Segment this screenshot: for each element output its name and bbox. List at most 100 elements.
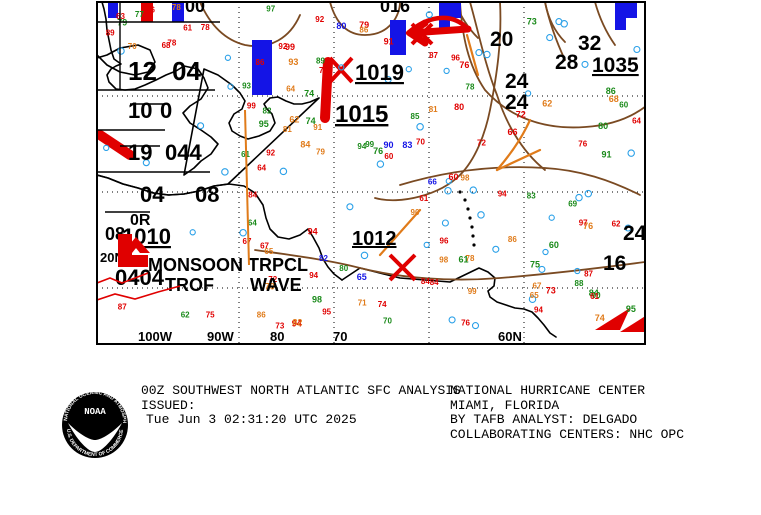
svg-text:62: 62	[612, 220, 621, 229]
svg-text:92: 92	[266, 149, 275, 158]
svg-text:84: 84	[300, 140, 310, 150]
svg-text:74: 74	[304, 88, 314, 98]
svg-text:76: 76	[461, 318, 470, 327]
svg-text:85: 85	[411, 112, 420, 121]
svg-text:95: 95	[626, 304, 636, 314]
svg-text:64: 64	[257, 164, 266, 173]
svg-text:69: 69	[568, 199, 577, 208]
svg-text:62: 62	[181, 311, 190, 320]
svg-text:WAVE: WAVE	[250, 275, 302, 295]
svg-text:61: 61	[590, 292, 599, 301]
svg-text:88: 88	[575, 279, 584, 288]
svg-text:64: 64	[632, 117, 641, 126]
svg-text:77: 77	[135, 10, 144, 19]
svg-text:91: 91	[602, 150, 612, 160]
svg-text:68: 68	[162, 41, 171, 50]
svg-text:62: 62	[289, 114, 299, 124]
svg-text:71: 71	[358, 299, 367, 308]
svg-text:82: 82	[319, 254, 328, 263]
svg-text:84: 84	[248, 190, 257, 199]
svg-text:76: 76	[578, 140, 587, 149]
svg-text:84: 84	[430, 278, 439, 287]
svg-text:70: 70	[383, 316, 392, 325]
svg-text:73: 73	[275, 322, 284, 331]
svg-text:32: 32	[578, 32, 601, 55]
svg-text:81: 81	[429, 105, 438, 114]
svg-text:24: 24	[623, 222, 647, 245]
svg-text:76: 76	[459, 60, 469, 70]
svg-text:100W: 100W	[138, 329, 173, 344]
svg-text:97: 97	[579, 219, 588, 228]
svg-text:76: 76	[373, 146, 383, 156]
svg-text:0: 0	[160, 98, 172, 123]
svg-text:28: 28	[555, 51, 579, 74]
svg-text:89: 89	[316, 57, 325, 66]
svg-text:60: 60	[549, 240, 559, 250]
svg-text:61: 61	[183, 24, 192, 33]
svg-text:89: 89	[106, 29, 115, 38]
svg-text:95: 95	[259, 119, 269, 129]
svg-text:87: 87	[429, 51, 438, 60]
svg-text:65: 65	[357, 272, 367, 282]
svg-text:74: 74	[595, 313, 605, 323]
svg-text:044: 044	[165, 140, 202, 165]
svg-text:96: 96	[440, 236, 449, 245]
svg-text:60N: 60N	[498, 329, 522, 344]
svg-text:91: 91	[313, 123, 322, 132]
svg-text:60: 60	[449, 172, 459, 182]
svg-text:82: 82	[292, 318, 302, 328]
svg-text:84: 84	[421, 277, 430, 286]
svg-text:67: 67	[243, 237, 252, 246]
svg-text:90W: 90W	[207, 329, 234, 344]
svg-text:92: 92	[278, 42, 287, 51]
svg-text:19: 19	[128, 140, 152, 165]
svg-text:64: 64	[248, 218, 257, 227]
svg-text:16: 16	[603, 252, 626, 275]
svg-text:00Z SOUTHWEST NORTH ATLANTIC S: 00Z SOUTHWEST NORTH ATLANTIC SFC ANALYSI…	[141, 383, 461, 398]
svg-text:MIAMI, FLORIDA: MIAMI, FLORIDA	[450, 398, 559, 413]
svg-text:87: 87	[118, 302, 127, 311]
svg-text:81: 81	[283, 125, 292, 134]
svg-text:99: 99	[468, 287, 477, 296]
svg-text:70: 70	[416, 137, 425, 146]
svg-text:1015: 1015	[335, 101, 388, 128]
svg-text:94: 94	[498, 189, 507, 198]
svg-text:67: 67	[533, 282, 542, 291]
svg-text:NATIONAL HURRICANE CENTER: NATIONAL HURRICANE CENTER	[450, 383, 645, 398]
svg-text:83: 83	[527, 191, 536, 200]
svg-text:98: 98	[439, 256, 448, 265]
svg-text:80: 80	[598, 121, 608, 131]
svg-text:74: 74	[378, 300, 387, 309]
svg-text:98: 98	[461, 173, 470, 182]
svg-text:93: 93	[242, 82, 251, 91]
svg-text:60: 60	[619, 100, 628, 109]
svg-text:80: 80	[454, 102, 464, 112]
svg-text:78: 78	[201, 23, 210, 32]
svg-text:MONSOON: MONSOON	[148, 255, 243, 275]
svg-text:62: 62	[542, 99, 552, 109]
svg-text:04: 04	[140, 182, 165, 207]
svg-text:08: 08	[195, 182, 219, 207]
svg-text:BY TAFB ANALYST: DELGADO: BY TAFB ANALYST: DELGADO	[450, 412, 637, 427]
svg-text:99: 99	[247, 102, 256, 111]
svg-text:94: 94	[534, 305, 543, 314]
svg-text:Tue Jun 3 02:31:20 UTC 2025: Tue Jun 3 02:31:20 UTC 2025	[146, 412, 357, 427]
svg-text:95: 95	[322, 308, 331, 317]
svg-text:72: 72	[477, 139, 486, 148]
svg-text:96: 96	[146, 6, 155, 15]
svg-text:80: 80	[336, 21, 346, 31]
svg-text:66: 66	[508, 127, 518, 137]
svg-text:94: 94	[309, 271, 318, 280]
svg-text:24: 24	[505, 70, 529, 93]
svg-text:80: 80	[270, 329, 284, 344]
svg-text:75: 75	[206, 311, 215, 320]
svg-text:TROF: TROF	[165, 275, 214, 295]
svg-text:04: 04	[172, 56, 201, 86]
svg-text:70: 70	[333, 329, 347, 344]
svg-text:NOAA: NOAA	[84, 407, 106, 417]
svg-text:86: 86	[256, 58, 265, 67]
svg-text:20: 20	[490, 28, 513, 51]
svg-text:1035: 1035	[592, 54, 639, 77]
svg-text:80: 80	[339, 264, 348, 273]
svg-text:86: 86	[508, 235, 517, 244]
